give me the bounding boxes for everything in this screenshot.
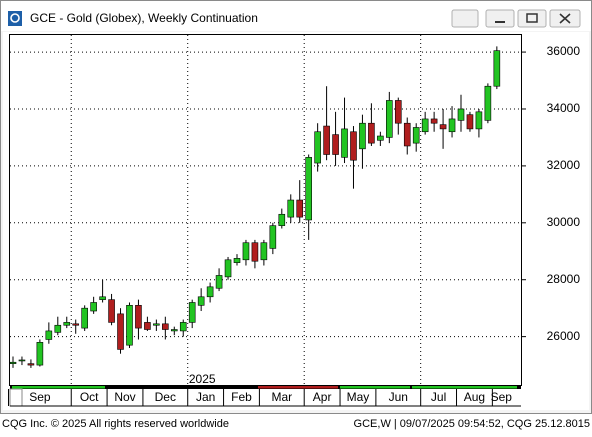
candle-body: [430, 118, 438, 124]
candle-body: [287, 199, 295, 218]
candle-body: [439, 124, 447, 130]
strip-segment: [340, 386, 410, 389]
candle-body: [412, 127, 420, 144]
y-tick-label: 34000: [547, 101, 581, 115]
candle-body: [251, 242, 259, 262]
candle-body: [368, 122, 375, 144]
candle-body: [63, 322, 71, 326]
x-tick-label: Apr: [313, 390, 332, 404]
x-tick-label: Sep: [491, 390, 513, 404]
candle-body: [359, 122, 366, 150]
footer-left: CQG Inc. © 2025 All rights reserved worl…: [2, 418, 229, 430]
footer-right: GCE,W | 09/07/2025 09:54:52, CQG 25.12.8…: [354, 418, 590, 430]
window-title: GCE - Gold (Globex), Weekly Continuation: [30, 11, 258, 25]
candle-body: [99, 296, 106, 300]
candle-body: [117, 313, 124, 350]
candle-body: [457, 108, 465, 121]
x-tick-label: Sep: [29, 390, 51, 404]
candle-body: [188, 302, 196, 323]
candle-body: [493, 50, 501, 87]
x-tick-label: Oct: [80, 390, 99, 404]
candle-body: [144, 322, 151, 330]
x-tick-label: Jan: [196, 390, 215, 404]
y-tick-label: 32000: [547, 158, 581, 172]
candle-body: [153, 323, 160, 326]
candle-body: [233, 258, 241, 263]
candle-body: [18, 359, 26, 362]
candle-body: [54, 324, 62, 333]
candle-body: [72, 323, 80, 326]
link-button[interactable]: [451, 9, 479, 28]
candle-body: [350, 131, 357, 161]
minimize-button[interactable]: [485, 9, 515, 28]
candle-body: [36, 342, 44, 366]
candle-body: [260, 242, 268, 261]
candle-body: [135, 305, 142, 329]
strip-segment: [258, 386, 338, 389]
candle-body: [269, 225, 277, 249]
maximize-button[interactable]: [517, 9, 547, 28]
y-tick-label: 26000: [547, 329, 581, 343]
candle-body: [323, 125, 330, 155]
status-bar: [0, 414, 592, 432]
candle-body: [484, 85, 492, 121]
candle-body: [377, 135, 384, 141]
candle-body: [466, 114, 474, 130]
candle-body: [9, 361, 17, 364]
candle-body: [332, 134, 339, 155]
strip-segment: [12, 386, 105, 389]
scroll-handle[interactable]: [9, 388, 23, 407]
candle-body: [305, 157, 312, 221]
candle-body: [170, 329, 178, 332]
candle-body: [278, 213, 286, 226]
candle-body: [341, 128, 348, 158]
strip-segment: [412, 386, 517, 389]
x-tick-label: Jul: [431, 390, 446, 404]
candle-body: [403, 122, 411, 147]
x-tick-label: Nov: [114, 390, 135, 404]
candle-body: [448, 118, 456, 133]
close-glyph: [559, 13, 571, 24]
candle-body: [242, 242, 250, 261]
candle-body: [421, 118, 429, 133]
candle-body: [126, 305, 133, 346]
x-tick-label: Jun: [389, 390, 408, 404]
candle-body: [475, 111, 483, 130]
candle-body: [81, 307, 88, 329]
plot-frame: [9, 34, 522, 386]
x-tick-label: Feb: [231, 390, 252, 404]
x-tick-label: Aug: [464, 390, 485, 404]
candle-body: [296, 199, 304, 218]
candle-body: [108, 299, 115, 323]
year-label: 2025: [189, 372, 216, 386]
x-tick-label: Mar: [271, 390, 292, 404]
candle-body: [162, 323, 169, 330]
x-tick-label: Dec: [155, 390, 176, 404]
candle-body: [386, 100, 393, 138]
candle-body: [215, 275, 223, 289]
candle-body: [27, 363, 35, 366]
candle-body: [197, 296, 205, 306]
icon-glyph: [10, 13, 20, 23]
candle-body: [90, 302, 97, 312]
candle-body: [206, 286, 214, 298]
candle-body: [314, 131, 321, 164]
candle-body: [224, 259, 232, 278]
candle-body: [45, 330, 53, 340]
y-tick-label: 36000: [547, 44, 581, 58]
maximize-glyph: [526, 13, 538, 23]
candle-body: [394, 100, 402, 124]
candle-body: [179, 322, 187, 332]
x-tick-label: May: [347, 390, 370, 404]
y-tick-label: 30000: [547, 215, 581, 229]
y-tick-label: 28000: [547, 272, 581, 286]
